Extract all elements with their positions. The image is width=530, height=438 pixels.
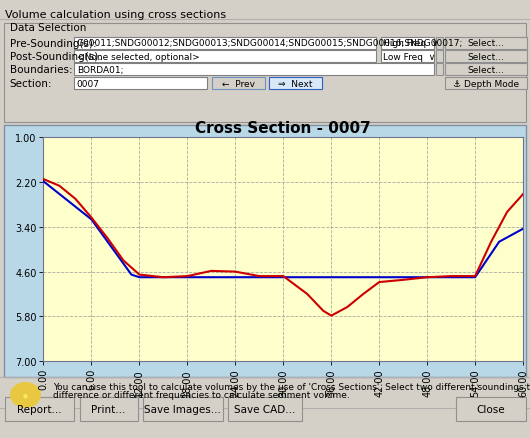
Text: ⚓ Depth Mode: ⚓ Depth Mode: [453, 80, 519, 88]
Text: Save Images...: Save Images...: [144, 404, 222, 414]
Text: Select...: Select...: [468, 66, 505, 74]
Text: ←  Prev: ← Prev: [222, 80, 255, 88]
Text: Select...: Select...: [468, 53, 505, 61]
Text: Print...: Print...: [92, 404, 126, 414]
Text: Close: Close: [476, 404, 505, 414]
Text: High Freq  ∨: High Freq ∨: [383, 39, 439, 48]
Text: G00011;SNDG00012;SNDG00013;SNDG00014;SNDG00015;SNDG00016;SNDG00017;: G00011;SNDG00012;SNDG00013;SNDG00014;SND…: [77, 39, 463, 48]
Text: Volume calculation using cross sections: Volume calculation using cross sections: [5, 10, 226, 20]
Title: Cross Section - 0007: Cross Section - 0007: [196, 120, 371, 135]
Text: ●: ●: [23, 392, 28, 398]
Text: ⇒  Next: ⇒ Next: [278, 80, 313, 88]
Text: Select...: Select...: [468, 39, 505, 48]
Text: 0007: 0007: [77, 80, 100, 88]
Text: Low Freq  ∨: Low Freq ∨: [383, 53, 436, 61]
Text: Section:: Section:: [10, 79, 52, 89]
Text: Pre-Sounding(s):: Pre-Sounding(s):: [10, 39, 96, 49]
Text: Boundaries:: Boundaries:: [10, 65, 72, 75]
Text: Save CAD...: Save CAD...: [234, 404, 296, 414]
Text: BORDA01;: BORDA01;: [77, 66, 123, 74]
Text: You can use this tool to calculate volumes by the use of 'Cross Sections'. Selec: You can use this tool to calculate volum…: [53, 382, 530, 391]
Text: Post-Sounding(s):: Post-Sounding(s):: [10, 52, 101, 62]
Text: Report...: Report...: [17, 404, 62, 414]
Text: Data Selection: Data Selection: [10, 23, 86, 33]
Text: <None selected, optional>: <None selected, optional>: [77, 53, 200, 61]
Text: difference or different frequencies to calculate sediment volume.: difference or different frequencies to c…: [53, 390, 350, 399]
